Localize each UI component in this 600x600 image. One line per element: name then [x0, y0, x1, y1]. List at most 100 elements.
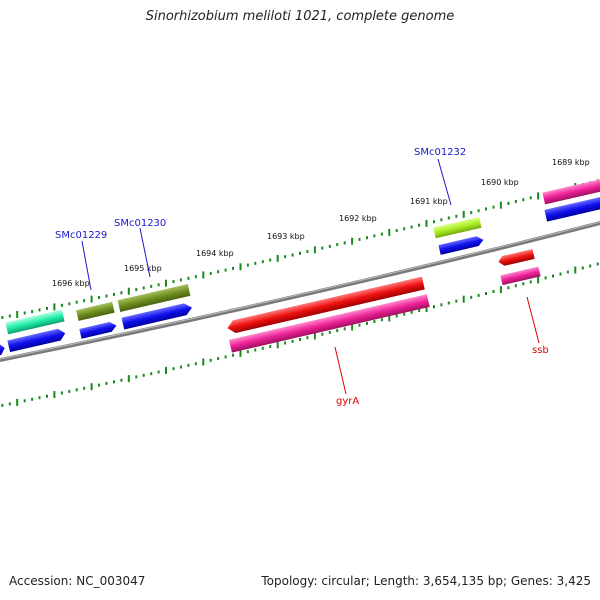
feature-magenta-right[interactable] — [542, 178, 600, 205]
outer-tick-mark — [410, 225, 413, 229]
outer-tick-mark — [313, 246, 316, 254]
inner-tick-mark — [373, 320, 376, 323]
inner-tick-mark — [31, 397, 34, 401]
inner-tick-mark — [299, 338, 301, 341]
gene-gyra-bar[interactable] — [229, 294, 430, 353]
inner-tick-mark — [499, 286, 502, 294]
leader-smc01232 — [437, 158, 452, 206]
inner-tick-mark — [447, 301, 450, 305]
leader-ssb — [526, 296, 540, 344]
inner-tick-mark — [46, 394, 48, 398]
tick-label-1692: 1692 kbp — [339, 214, 377, 223]
inner-tick-mark — [217, 357, 220, 361]
inner-tick-mark — [83, 386, 86, 390]
outer-tick-mark — [157, 283, 160, 287]
inner-tick-mark — [581, 266, 584, 270]
inner-tick-mark — [403, 312, 406, 316]
inner-tick-mark — [596, 262, 599, 266]
outer-tick-mark — [269, 258, 272, 262]
inner-tick-mark — [425, 305, 428, 313]
outer-tick-mark — [425, 219, 428, 227]
cds-smc01232[interactable] — [438, 235, 484, 255]
genome-backbone-highlight — [0, 221, 600, 360]
gene-ssb-bar[interactable] — [500, 266, 541, 286]
outer-tick-mark — [276, 254, 279, 262]
inner-tick-mark — [75, 388, 78, 392]
cds-blue-right[interactable] — [544, 196, 600, 222]
outer-tick-mark — [440, 218, 443, 222]
outer-tick-mark — [433, 220, 435, 224]
cds-blue-edge[interactable] — [0, 342, 6, 360]
gene-gyra-arrow[interactable] — [226, 276, 425, 335]
inner-tick-mark — [388, 314, 391, 322]
outer-tick-mark — [239, 263, 242, 271]
outer-tick-mark — [373, 234, 376, 238]
inner-tick-mark — [187, 363, 190, 367]
inner-tick-mark — [23, 399, 26, 403]
inner-tick-mark — [559, 272, 562, 276]
outer-tick-mark — [380, 232, 383, 236]
inner-tick-mark — [120, 378, 123, 382]
inner-tick-mark — [470, 295, 473, 299]
genome-backbone — [0, 221, 600, 363]
inner-tick-mark — [336, 329, 339, 333]
feature-smc01232[interactable] — [433, 216, 482, 239]
gene-label-gyra: gyrA — [336, 396, 359, 407]
tick-label-1695: 1695 kbp — [124, 264, 162, 273]
outer-tick-mark — [187, 276, 190, 280]
outer-tick-mark — [68, 302, 71, 306]
inner-tick-mark — [366, 321, 368, 325]
outer-tick-mark — [75, 300, 78, 304]
feature-smc01229[interactable] — [76, 301, 115, 321]
outer-tick-mark — [23, 311, 26, 315]
inner-tick-mark — [351, 323, 354, 331]
cds-blue-left[interactable] — [7, 327, 66, 353]
outer-tick-mark — [246, 263, 249, 267]
inner-tick-mark — [313, 332, 316, 340]
inner-tick-mark — [194, 362, 197, 366]
inner-tick-row — [1, 262, 599, 407]
outer-tick-mark — [113, 292, 115, 296]
inner-tick-mark — [127, 375, 130, 383]
inner-tick-mark — [343, 327, 346, 331]
inner-tick-mark — [142, 373, 145, 377]
inner-tick-mark — [433, 305, 435, 309]
outer-tick-mark — [142, 286, 145, 290]
inner-tick-mark — [150, 372, 153, 376]
outer-tick-mark — [105, 294, 108, 298]
gene-ssb-arrow[interactable] — [497, 249, 535, 267]
inner-tick-mark — [16, 398, 19, 406]
outer-tick-mark — [477, 209, 480, 213]
feature-aqua-left[interactable] — [5, 309, 65, 335]
outer-tick-mark — [485, 207, 487, 211]
accession-label: Accession: NC_003047 — [9, 574, 146, 588]
inner-tick-mark — [485, 292, 487, 295]
inner-tick-mark — [165, 366, 167, 374]
cds-smc01229[interactable] — [79, 321, 117, 339]
inner-tick-mark — [38, 396, 41, 400]
inner-tick-mark — [284, 341, 287, 345]
outer-tick-mark — [135, 288, 138, 292]
leader-smc01230 — [139, 227, 151, 278]
inner-tick-mark — [90, 383, 93, 391]
outer-tick-mark — [403, 227, 406, 231]
outer-tick-mark — [202, 271, 205, 279]
inner-tick-mark — [328, 330, 331, 334]
outer-tick-mark — [120, 291, 123, 295]
outer-tick-mark — [306, 250, 309, 253]
inner-tick-mark — [358, 323, 361, 327]
feature-smc01230[interactable] — [117, 284, 191, 312]
inner-tick-mark — [574, 266, 577, 274]
outer-tick-mark — [46, 306, 48, 310]
inner-tick-mark — [209, 358, 212, 362]
inner-tick-mark — [507, 286, 510, 290]
outer-tick-mark — [38, 308, 41, 312]
cds-smc01230[interactable] — [121, 302, 194, 330]
inner-tick-mark — [224, 355, 227, 359]
inner-tick-mark — [157, 370, 160, 374]
outer-tick-mark — [209, 271, 212, 275]
inner-tick-mark — [276, 341, 279, 349]
inner-tick-mark — [246, 350, 249, 354]
inner-tick-mark — [552, 274, 554, 278]
